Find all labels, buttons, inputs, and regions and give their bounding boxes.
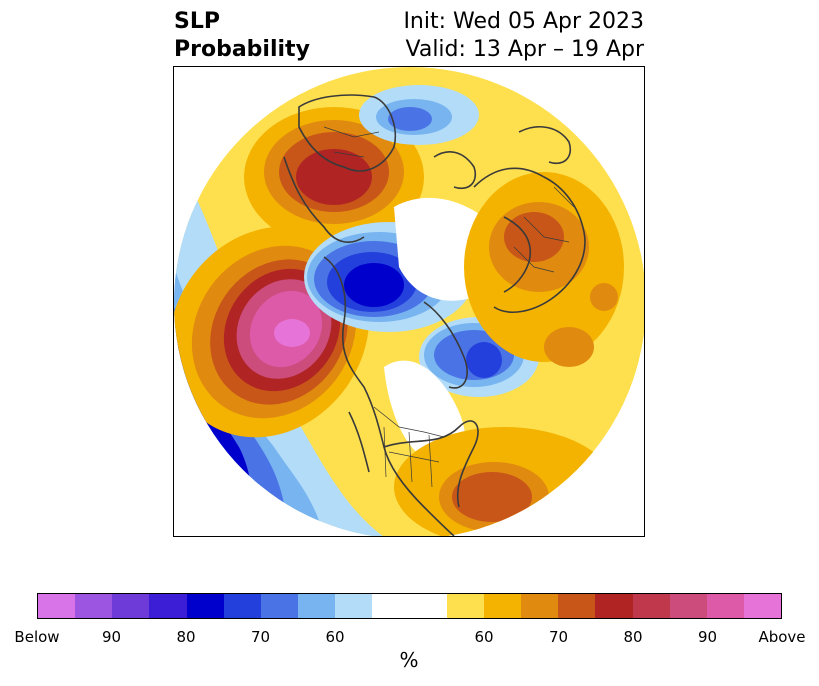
colorbar-tick-label: 60	[474, 628, 494, 646]
colorbar-tick-label: 70	[250, 628, 271, 646]
pacific-violet	[274, 319, 310, 347]
probability-map	[174, 67, 644, 536]
colorbar-tick-label: Above	[758, 628, 806, 646]
title-subtitle: Probability	[174, 37, 310, 62]
colorbar-unit-label: %	[399, 648, 419, 672]
colorbar-swatch-0	[38, 594, 76, 618]
colorbar-swatch-8	[335, 594, 373, 618]
colorbar-swatch-2	[112, 594, 150, 618]
colorbar-tick-label: 60	[325, 628, 345, 646]
colorbar-swatch-19	[743, 594, 782, 618]
colorbar-swatch-15	[595, 594, 633, 618]
atlantic-dark-blue	[466, 342, 502, 378]
colorbar-swatch-13	[521, 594, 559, 618]
colorbar-swatch-11	[446, 594, 484, 618]
coastlines	[283, 94, 586, 536]
colorbar-swatch-5	[223, 594, 261, 618]
colorbar-swatch-3	[149, 594, 187, 618]
map-panel	[173, 66, 645, 537]
colorbar-tick-label: 80	[176, 628, 196, 646]
title-variable: SLP	[174, 9, 220, 34]
colorbar-swatch-7	[298, 594, 336, 618]
arctic-deep-blue	[344, 263, 404, 307]
mid-atlantic-orange	[544, 327, 594, 367]
eurasia-rust	[504, 212, 564, 262]
colorbar-swatch-17	[669, 594, 707, 618]
colorbar-swatch-1	[75, 594, 113, 618]
colorbar-tick-label: 80	[623, 628, 643, 646]
colorbar-tick-label: 70	[548, 628, 569, 646]
init-date: Init: Wed 05 Apr 2023	[403, 9, 644, 34]
subtropic-rust	[452, 472, 532, 522]
siberia-red	[296, 149, 372, 205]
colorbar	[37, 593, 782, 619]
colorbar-swatch-9	[372, 594, 410, 618]
colorbar-swatch-14	[558, 594, 596, 618]
shaded-field	[174, 67, 644, 536]
political-borders	[323, 126, 575, 488]
colorbar-swatch-18	[706, 594, 744, 618]
map-title: SLP Probability	[174, 8, 310, 64]
colorbar-tick-label: Below	[14, 628, 60, 646]
colorbar-swatch-16	[632, 594, 670, 618]
colorbar-swatch-12	[483, 594, 522, 618]
colorbar-swatch-10	[409, 594, 447, 618]
valid-range: Valid: 13 Apr – 19 Apr	[405, 37, 645, 62]
north-mid-blue	[388, 107, 432, 131]
colorbar-swatch-6	[260, 594, 299, 618]
colorbar-swatch-4	[186, 594, 224, 618]
asia-orange-spot	[590, 283, 618, 311]
colorbar-tick-label: 90	[101, 628, 122, 646]
colorbar-tick-label: 90	[697, 628, 718, 646]
forecast-dates: Init: Wed 05 Apr 2023 Valid: 13 Apr – 19…	[403, 8, 644, 64]
